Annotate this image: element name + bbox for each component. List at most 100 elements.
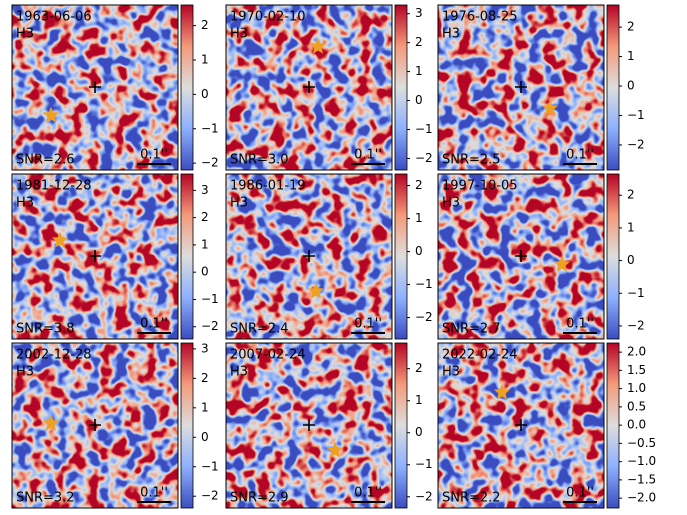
colorbar: [180, 342, 194, 509]
colorbar-tick-label: −2: [415, 489, 433, 503]
snr-label: SNR=2.2: [442, 491, 501, 506]
band-label: H3: [230, 27, 248, 42]
date-label: 2007-02-24: [230, 348, 306, 363]
colorbar: [180, 4, 194, 171]
panel: 1963-06-06 H3 SNR=2.6 0.1'' −2 −1 0 1 2: [11, 4, 219, 171]
crosshair: [515, 81, 527, 93]
scale-label: 0.1'': [354, 148, 382, 163]
date-label: 1986-01-19: [230, 179, 306, 194]
colorbar-tick-label: 3: [201, 341, 209, 355]
colorbar-tick-label: 0: [415, 425, 423, 439]
colorbar: [394, 342, 408, 509]
colorbar-tick-label: −1: [415, 457, 433, 471]
colorbar-tick-label: 0: [201, 87, 209, 101]
colorbar-tick-label: 3: [201, 183, 209, 197]
scale-label: 0.1'': [566, 317, 594, 332]
colorbar-tick-label: 2: [201, 18, 209, 32]
date-label: 1997-10-05: [442, 179, 518, 194]
snr-label: SNR=2.5: [442, 153, 501, 168]
crosshair: [89, 419, 101, 431]
frame: [225, 342, 393, 509]
scale-label: 0.1'': [140, 148, 168, 163]
colorbar-tick-label: −1: [201, 121, 219, 135]
colorbar-tick-label: −0.5: [627, 436, 656, 450]
snr-label: SNR=2.7: [442, 322, 501, 337]
colorbar: [606, 342, 620, 509]
colorbar-tick-label: −1: [415, 122, 433, 136]
panel: 1986-01-19 H3 SNR=2.4 0.1'' −2 −1 0 1 2: [225, 173, 433, 340]
band-label: H3: [16, 27, 34, 42]
scale-label: 0.1'': [354, 486, 382, 501]
colorbar-tick-label: 3: [415, 6, 423, 20]
band-label: H3: [230, 365, 248, 380]
colorbar-tick-label: −2: [201, 156, 219, 170]
frame: [437, 4, 605, 171]
colorbar-tick-label: −2: [415, 310, 433, 324]
snr-label: SNR=3.0: [230, 153, 289, 168]
colorbar-tick-label: 1: [201, 53, 209, 67]
band-label: H3: [442, 365, 460, 380]
panel: 2007-02-24 H3 SNR=2.9 0.1'' −2 −1 0 1 2: [225, 342, 433, 509]
panel: 2022-02-24 H3 SNR=2.2 0.1'' −2.0 −1.5 −1.0 −0.5…: [437, 342, 656, 509]
colorbar-tick-label: 1: [415, 393, 423, 407]
colorbar-tick-label: −1.5: [627, 472, 656, 486]
scale-label: 0.1'': [140, 317, 168, 332]
colorbar-tick-label: −2: [201, 319, 219, 333]
colorbar: [180, 173, 194, 340]
colorbar-tick-label: −1: [415, 277, 433, 291]
colorbar-tick-label: 0.0: [627, 418, 646, 432]
panel: 1970-02-10 H3 SNR=3.0 0.1'' −2 −1 0 1 2 3: [225, 4, 433, 171]
colorbar-tick-label: 0: [627, 79, 635, 93]
colorbar-tick-label: 0: [415, 244, 423, 258]
frame: [11, 173, 179, 340]
date-label: 1976-08-25: [442, 10, 518, 25]
colorbar-tick-label: 1.5: [627, 363, 646, 377]
date-label: 1970-02-10: [230, 10, 306, 25]
colorbar-tick-label: 2: [627, 20, 635, 34]
scale-label: 0.1'': [566, 486, 594, 501]
colorbar-tick-label: 1.0: [627, 381, 646, 395]
panel: 2002-12-28 H3 SNR=3.2 0.1'' −2 −1 0 1 2 3: [11, 341, 219, 509]
colorbar-tick-label: 0: [201, 265, 209, 279]
colorbar-tick-label: 0: [415, 93, 423, 107]
colorbar-tick-label: −2.0: [627, 491, 656, 505]
panel: 1976-08-25 H3 SNR=2.5 0.1'' −2 −1 0 1 2: [437, 4, 645, 171]
frame: [225, 4, 393, 171]
frame: [225, 173, 393, 340]
crosshair: [303, 419, 315, 431]
colorbar: [394, 4, 408, 171]
colorbar-tick-label: 2: [627, 188, 635, 202]
frame: [11, 342, 179, 509]
snr-label: SNR=3.8: [16, 322, 75, 337]
frame: [437, 342, 605, 509]
colorbar-tick-label: 2: [201, 210, 209, 224]
colorbar-tick-label: 0.5: [627, 399, 646, 413]
scale-label: 0.1'': [566, 148, 594, 163]
date-label: 1981-12-28: [16, 179, 92, 194]
band-label: H3: [442, 27, 460, 42]
colorbar-tick-label: −2: [415, 151, 433, 165]
panel: 1997-10-05 H3 SNR=2.7 0.1'' −2 −1 0 1 2: [437, 173, 645, 340]
scale-label: 0.1'': [354, 317, 382, 332]
colorbar-tick-label: −1: [201, 459, 219, 473]
date-label: 2002-12-28: [16, 348, 92, 363]
crosshair: [515, 250, 527, 262]
snr-label: SNR=2.4: [230, 322, 289, 337]
colorbar-tick-label: 1: [627, 49, 635, 63]
crosshair: [515, 419, 527, 431]
colorbar-tick-label: 2: [415, 178, 423, 192]
colorbar: [606, 173, 620, 340]
band-label: H3: [16, 365, 34, 380]
crosshair: [89, 250, 101, 262]
colorbar-tick-label: 1: [201, 400, 209, 414]
crosshair: [303, 250, 315, 262]
colorbar-tick-label: 2: [415, 361, 423, 375]
band-label: H3: [16, 196, 34, 211]
colorbar-tick-label: 1: [627, 220, 635, 234]
snr-label: SNR=2.9: [230, 491, 289, 506]
crosshair: [89, 81, 101, 93]
colorbar-tick-label: 1: [415, 64, 423, 78]
snr-label: SNR=2.6: [16, 153, 75, 168]
colorbar-tick-label: 0: [627, 253, 635, 267]
